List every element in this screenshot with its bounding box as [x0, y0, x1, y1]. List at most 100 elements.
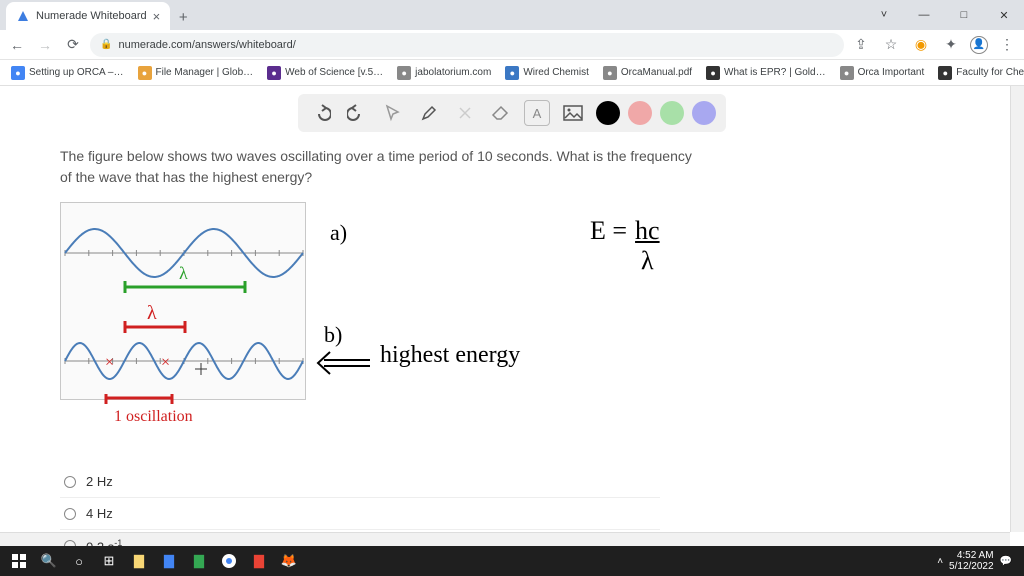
- answer-option[interactable]: 4 Hz: [60, 498, 660, 530]
- system-tray[interactable]: ˄ 4:52 AM 5/12/2022 💬: [937, 550, 1020, 572]
- pointer-tool[interactable]: [380, 100, 406, 126]
- menu-icon[interactable]: ⋮: [996, 34, 1018, 56]
- question-text: The figure below shows two waves oscilla…: [60, 146, 700, 188]
- bookmark-label: File Manager | Glob…: [156, 67, 254, 78]
- address-bar[interactable]: 🔒 numerade.com/answers/whiteboard/: [90, 33, 844, 57]
- pen-tool[interactable]: [416, 100, 442, 126]
- answer-label: 2 Hz: [86, 474, 113, 489]
- app2-icon[interactable]: ▇: [184, 546, 214, 576]
- close-tab-icon[interactable]: ×: [153, 9, 161, 24]
- radio-icon[interactable]: [64, 508, 76, 520]
- new-tab-button[interactable]: +: [170, 4, 196, 30]
- svg-text:×: ×: [105, 354, 114, 371]
- bookmark-favicon: ●: [706, 66, 720, 80]
- start-button[interactable]: [4, 546, 34, 576]
- answer-option[interactable]: 2 Hz: [60, 466, 660, 498]
- bookmark-favicon: ●: [505, 66, 519, 80]
- color-swatch[interactable]: [596, 101, 620, 125]
- bookmark-favicon: ●: [138, 66, 152, 80]
- text-tool[interactable]: A: [524, 100, 550, 126]
- lambda-red-label: λ: [147, 302, 157, 324]
- bookmark-favicon: ●: [397, 66, 411, 80]
- bookmark-favicon: ●: [938, 66, 952, 80]
- eraser-tool[interactable]: [488, 100, 514, 126]
- answer-list: 2 Hz4 Hz0.2 s-10.4 s-1: [60, 466, 660, 546]
- answer-label: 4 Hz: [86, 506, 113, 521]
- lambda-green-label: λ: [179, 263, 188, 283]
- page-content: A The figure below shows two waves oscil…: [0, 86, 1024, 546]
- image-tool[interactable]: [560, 100, 586, 126]
- bookmark-label: Setting up ORCA –…: [29, 67, 124, 78]
- share-icon[interactable]: ⇪: [850, 34, 872, 56]
- whiteboard-toolbar: A: [298, 94, 726, 132]
- content-area: The figure below shows two waves oscilla…: [60, 146, 1004, 536]
- wave-diagram: λ λ × ×: [60, 202, 306, 400]
- numerade-favicon: [16, 9, 30, 23]
- search-icon[interactable]: 🔍: [34, 546, 64, 576]
- minimize-button[interactable]: ―: [904, 0, 944, 30]
- app1-icon[interactable]: ▇: [154, 546, 184, 576]
- tools-icon[interactable]: [452, 100, 478, 126]
- clock-time: 4:52 AM: [949, 550, 994, 561]
- label-a: a): [330, 220, 347, 246]
- puzzle-icon[interactable]: ✦: [940, 34, 962, 56]
- back-button[interactable]: ←: [6, 34, 28, 56]
- bookmark-item[interactable]: ●Web of Science [v.5…: [262, 64, 388, 82]
- undo-button[interactable]: [308, 100, 334, 126]
- radio-icon[interactable]: [64, 476, 76, 488]
- bookmark-label: Faculty for Chemist…: [956, 67, 1024, 78]
- bookmark-item[interactable]: ● File Manager | Glob…: [133, 64, 259, 82]
- chrome-icon[interactable]: [214, 546, 244, 576]
- cortana-icon[interactable]: ○: [64, 546, 94, 576]
- address-row: ← → ⟳ 🔒 numerade.com/answers/whiteboard/…: [0, 30, 1024, 60]
- close-window-button[interactable]: ✕: [984, 0, 1024, 30]
- label-b: b): [324, 322, 342, 348]
- url-text: numerade.com/answers/whiteboard/: [118, 39, 295, 51]
- star-icon[interactable]: ☆: [880, 34, 902, 56]
- bookmark-favicon: ●: [267, 66, 281, 80]
- maximize-button[interactable]: □: [944, 0, 984, 30]
- bookmark-label: Wired Chemist: [523, 67, 589, 78]
- answer-option[interactable]: 0.2 s-1: [60, 530, 660, 546]
- tab-title: Numerade Whiteboard: [36, 10, 147, 22]
- browser-tab[interactable]: Numerade Whiteboard ×: [6, 2, 170, 30]
- answer-label: 0.2 s-1: [86, 538, 122, 546]
- bookmark-item[interactable]: ● Wired Chemist: [500, 64, 594, 82]
- highest-energy-label: highest energy: [380, 342, 520, 369]
- bookmark-label: jabolatorium.com: [415, 67, 491, 78]
- bookmark-item[interactable]: ● jabolatorium.com: [392, 64, 496, 82]
- window-controls: ˅ ― □ ✕: [864, 0, 1024, 30]
- tray-chevron-icon[interactable]: ˄: [937, 556, 943, 567]
- bookmark-favicon: ●: [603, 66, 617, 80]
- explorer-icon[interactable]: ▇: [124, 546, 154, 576]
- notifications-icon[interactable]: 💬: [1000, 556, 1012, 567]
- color-swatch[interactable]: [660, 101, 684, 125]
- bookmark-item[interactable]: ●OrcaManual.pdf: [598, 64, 697, 82]
- browser-titlebar: Numerade Whiteboard × + ˅ ― □ ✕: [0, 0, 1024, 30]
- figure-area: λ λ × ×: [60, 202, 1004, 432]
- color-swatch[interactable]: [692, 101, 716, 125]
- redo-button[interactable]: [344, 100, 370, 126]
- firefox-icon[interactable]: 🦊: [274, 546, 304, 576]
- bookmark-item[interactable]: ● Setting up ORCA –…: [6, 64, 129, 82]
- oscillation-label: 1 oscillation: [114, 408, 193, 426]
- profile-icon[interactable]: 👤: [970, 36, 988, 54]
- app3-icon[interactable]: ▇: [244, 546, 274, 576]
- windows-taskbar: 🔍 ○ ⊞ ▇ ▇ ▇ ▇ 🦊 ˄ 4:52 AM 5/12/2022 💬: [0, 546, 1024, 576]
- bookmark-label: Orca Important: [858, 67, 925, 78]
- bookmark-item[interactable]: ●What is EPR? | Gold…: [701, 64, 831, 82]
- bookmarks-bar: ● Setting up ORCA –… ● File Manager | Glob……: [0, 60, 1024, 86]
- scrollbar-vertical[interactable]: [1010, 86, 1024, 532]
- extension-icon[interactable]: ◉: [910, 34, 932, 56]
- reload-button[interactable]: ⟳: [62, 34, 84, 56]
- min-caret-icon[interactable]: ˅: [864, 0, 904, 30]
- bookmark-favicon: ●: [11, 66, 25, 80]
- bookmark-favicon: ●: [840, 66, 854, 80]
- taskview-icon[interactable]: ⊞: [94, 546, 124, 576]
- energy-equation: E = hc λ: [590, 216, 660, 276]
- forward-button[interactable]: →: [34, 34, 56, 56]
- color-swatch[interactable]: [628, 101, 652, 125]
- bookmark-item[interactable]: ● Orca Important: [835, 64, 930, 82]
- clock-date: 5/12/2022: [949, 561, 994, 572]
- bookmark-item[interactable]: ● Faculty for Chemist…: [933, 64, 1024, 82]
